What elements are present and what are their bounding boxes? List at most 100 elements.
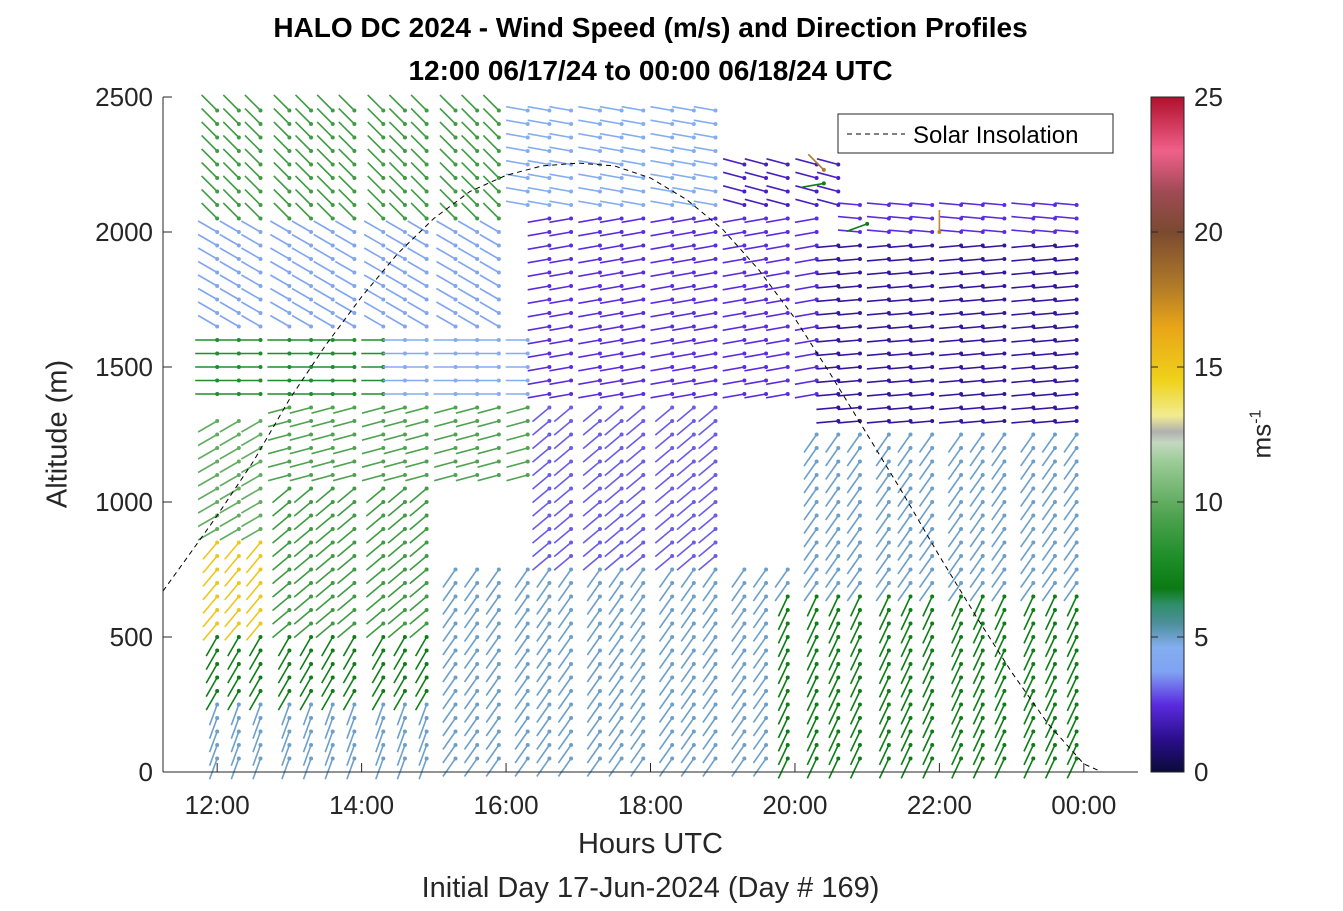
wind-barb	[506, 419, 530, 428]
wind-barb	[457, 287, 480, 302]
wind-barb	[837, 405, 862, 411]
wind-barb	[910, 392, 935, 397]
wind-barb	[731, 729, 747, 750]
wind-barb	[367, 121, 386, 140]
wind-barb	[224, 567, 241, 587]
wind-barb	[897, 473, 913, 494]
wind-barb	[383, 432, 407, 441]
wind-barb	[672, 105, 696, 113]
wind-barb	[241, 513, 263, 528]
wind-barb	[972, 756, 985, 779]
wind-barb	[910, 324, 935, 330]
wind-barb	[765, 392, 790, 399]
wind-barb	[608, 756, 624, 777]
wind-barb	[731, 689, 747, 710]
wind-barb	[313, 220, 335, 234]
wind-barb	[244, 107, 263, 126]
wind-barb	[476, 351, 501, 356]
wind-barb	[803, 554, 819, 575]
wind-barb	[387, 540, 407, 558]
wind-barb	[731, 648, 747, 669]
wind-barb	[672, 173, 696, 180]
wind-barb	[586, 689, 602, 710]
wind-barb	[404, 365, 429, 369]
wind-barb	[463, 594, 480, 615]
wind-barb	[680, 756, 696, 777]
wind-barb	[338, 94, 357, 113]
wind-barb	[752, 621, 769, 642]
wind-barb	[505, 146, 530, 153]
wind-barb	[436, 274, 458, 288]
wind-barb	[922, 729, 935, 752]
wind-barb	[947, 500, 964, 521]
wind-barb	[752, 689, 769, 710]
wind-barb	[393, 689, 407, 711]
wind-barb	[222, 161, 241, 180]
wind-barb	[461, 188, 480, 207]
wind-barb	[582, 513, 602, 531]
wind-barb	[527, 186, 552, 194]
wind-barb	[837, 257, 862, 262]
wind-barb	[230, 729, 241, 753]
wind-barb	[806, 716, 819, 739]
wind-barb	[922, 702, 935, 725]
wind-barb	[621, 173, 646, 180]
wind-barb	[457, 314, 480, 329]
wind-barb	[244, 161, 263, 180]
legend: Solar Insolation	[837, 113, 1114, 154]
wind-barb	[951, 689, 964, 712]
wind-barb	[439, 175, 458, 194]
wind-barb	[604, 527, 624, 544]
wind-barb	[693, 159, 718, 167]
wind-barb	[825, 527, 841, 548]
wind-barb	[557, 675, 574, 696]
wind-barb	[578, 378, 602, 386]
wind-barb	[388, 94, 407, 113]
wind-barb	[693, 119, 718, 126]
wind-barb	[947, 513, 964, 534]
wind-barb	[338, 121, 357, 140]
wind-barb	[991, 500, 1007, 521]
wind-barb	[436, 247, 458, 261]
wind-barb	[1063, 513, 1079, 534]
wind-barb	[527, 132, 552, 140]
wind-barb	[625, 446, 646, 463]
wind-barb	[241, 314, 263, 329]
wind-barb	[252, 756, 263, 780]
colorbar-tick-label: 0	[1194, 757, 1208, 787]
wind-barb	[825, 554, 841, 575]
wind-barb	[658, 743, 675, 764]
wind-barb	[505, 200, 530, 207]
wind-barb	[219, 473, 241, 487]
wind-barb	[387, 594, 407, 612]
wind-barb	[846, 554, 862, 575]
wind-barb	[680, 594, 696, 615]
wind-barb	[630, 702, 646, 723]
wind-barb	[463, 635, 480, 656]
wind-barb	[982, 229, 1007, 234]
wind-barb	[202, 554, 220, 574]
wind-barb	[982, 338, 1007, 343]
x-tick-label: 12:00	[185, 790, 250, 820]
wind-barb	[405, 432, 429, 441]
wind-barb	[482, 94, 501, 113]
wind-barb	[336, 567, 357, 585]
wind-barb	[599, 378, 624, 386]
wind-barb	[388, 188, 407, 207]
wind-barb	[363, 301, 386, 315]
wind-barb	[241, 432, 263, 447]
wind-barb	[311, 419, 335, 428]
wind-barb	[514, 635, 530, 656]
y-tick-label: 1000	[95, 487, 153, 517]
wind-barb	[849, 689, 862, 712]
wind-barb	[897, 513, 913, 534]
wind-barb	[722, 216, 747, 224]
wind-barb	[849, 743, 862, 766]
wind-barb	[463, 702, 480, 723]
wind-barb	[803, 459, 819, 480]
wind-barb	[405, 419, 429, 428]
wind-barb	[273, 107, 292, 126]
chart-title: HALO DC 2024 - Wind Speed (m/s) and Dire…	[273, 12, 1028, 43]
wind-barb	[230, 743, 241, 766]
wind-barb	[806, 594, 819, 617]
